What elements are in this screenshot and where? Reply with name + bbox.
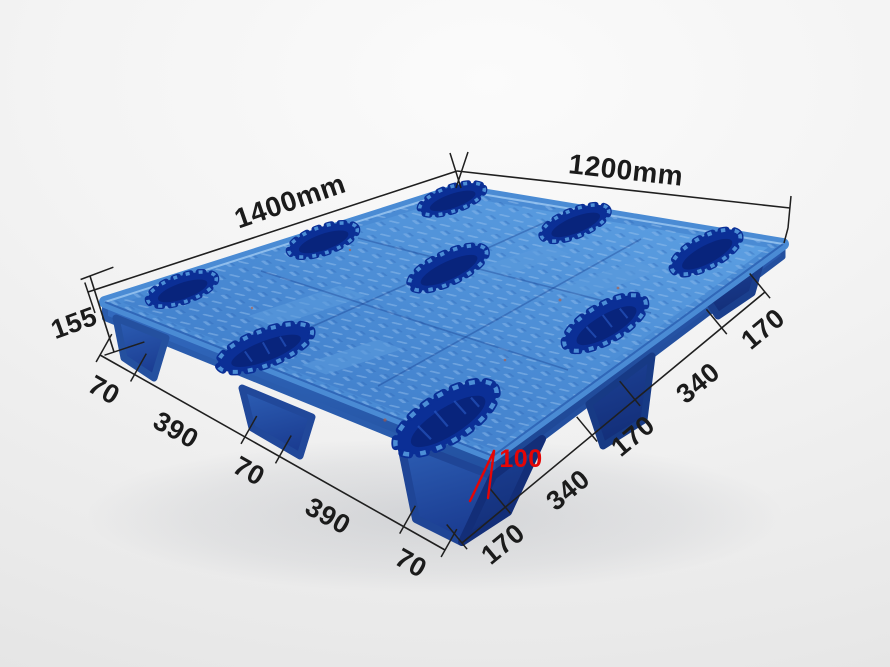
pallet-holes (144, 180, 744, 459)
pallet-hole (538, 201, 612, 245)
pallet-foot-mid-right (585, 352, 656, 450)
pallet-foot-bottom-corner (396, 435, 546, 546)
pallet-foot-mid-left (238, 384, 316, 460)
dim-height (80, 266, 145, 356)
pallet-hole (214, 320, 316, 376)
deck-smooth-patches (248, 244, 660, 375)
dim-label-left-1: 70 (83, 369, 125, 410)
pallet-hole (668, 226, 744, 278)
dim-length (84, 152, 462, 314)
dim-label-foot-height: 100 (499, 445, 542, 473)
pallet-deck-top (99, 184, 789, 462)
pallet (99, 180, 789, 546)
dim-label-height: 155 (47, 301, 101, 345)
dim-label-left-2: 390 (148, 405, 203, 454)
pallet-hole (560, 291, 650, 355)
pallet-feet (112, 253, 766, 546)
dim-label-right-4: 340 (671, 357, 726, 410)
dim-chain-left (95, 333, 458, 558)
pallet-hole (285, 220, 361, 260)
dim-width (455, 151, 792, 244)
pallet-hole (391, 377, 501, 459)
pallet-hole (416, 180, 488, 218)
dim-foot-height (468, 449, 496, 503)
dim-chain-right (446, 273, 771, 550)
pallet-hole (406, 242, 490, 294)
pallet-foot-left-corner (112, 314, 170, 382)
pallet-hole (144, 269, 220, 309)
